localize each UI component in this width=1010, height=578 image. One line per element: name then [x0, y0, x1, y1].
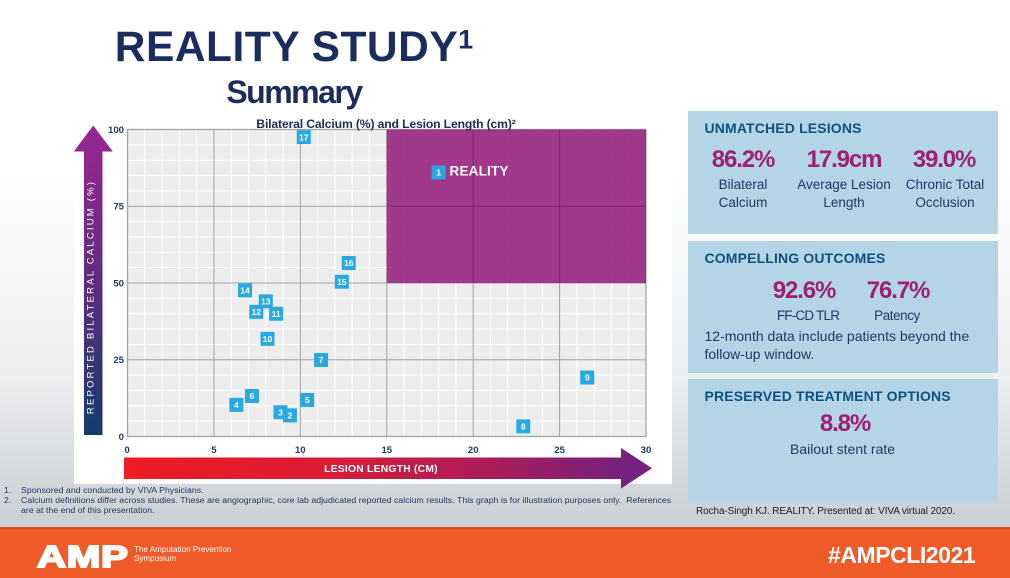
- svg-text:30: 30: [641, 445, 652, 456]
- svg-text:50: 50: [113, 279, 124, 290]
- svg-text:14: 14: [240, 285, 250, 295]
- svg-text:15: 15: [337, 277, 347, 287]
- svg-text:1: 1: [436, 168, 441, 178]
- svg-text:17: 17: [299, 132, 309, 142]
- svg-text:REALITY: REALITY: [450, 164, 509, 179]
- svg-text:13: 13: [261, 297, 271, 307]
- svg-text:75: 75: [113, 202, 124, 213]
- svg-text:7: 7: [319, 355, 324, 365]
- svg-text:6: 6: [250, 391, 255, 401]
- svg-text:100: 100: [108, 125, 124, 136]
- svg-text:REPORTED BILATERAL CALCIUM (%): REPORTED BILATERAL CALCIUM (%): [85, 180, 96, 414]
- svg-text:2: 2: [288, 410, 293, 420]
- svg-text:16: 16: [344, 258, 354, 268]
- svg-text:12: 12: [251, 307, 261, 317]
- svg-text:9: 9: [585, 373, 590, 383]
- svg-text:Bilateral Calcium (%) and Lesi: Bilateral Calcium (%) and Lesion Length …: [256, 117, 515, 131]
- svg-text:10: 10: [295, 445, 306, 456]
- svg-text:10: 10: [263, 334, 273, 344]
- svg-text:25: 25: [113, 355, 124, 366]
- svg-text:4: 4: [234, 400, 239, 410]
- svg-text:5: 5: [211, 445, 217, 456]
- svg-text:3: 3: [278, 407, 283, 417]
- svg-text:5: 5: [305, 395, 310, 405]
- svg-text:8: 8: [521, 421, 526, 431]
- svg-text:0: 0: [124, 445, 129, 456]
- svg-text:0: 0: [119, 432, 124, 443]
- svg-text:25: 25: [554, 445, 565, 456]
- svg-text:20: 20: [468, 445, 479, 456]
- svg-text:11: 11: [272, 309, 281, 319]
- svg-text:LESION LENGTH (CM): LESION LENGTH (CM): [324, 464, 438, 475]
- svg-text:15: 15: [381, 445, 392, 456]
